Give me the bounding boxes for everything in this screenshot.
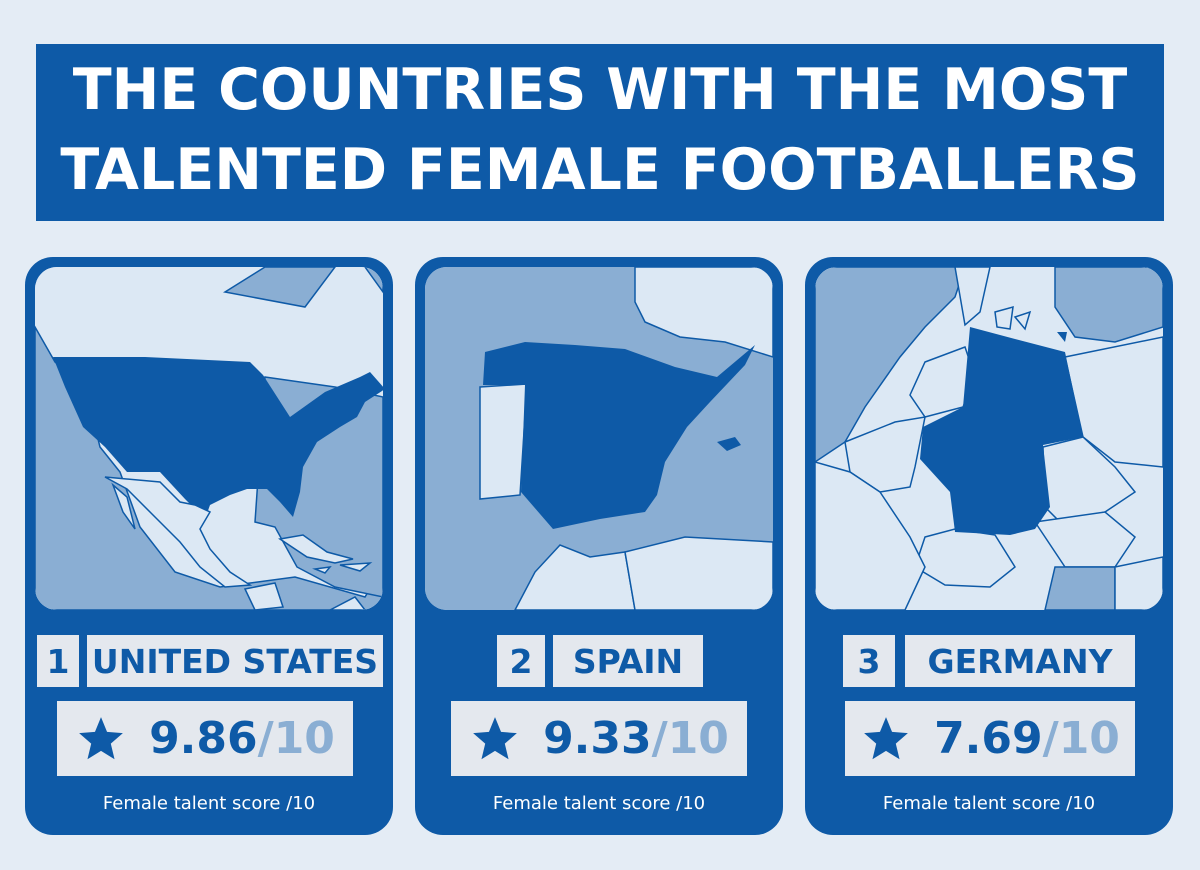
page-title-line-2: TALENTED FEMALE FOOTBALLERS xyxy=(60,137,1140,203)
usa-map-graphic xyxy=(35,267,383,610)
page-title-line-1: THE COUNTRIES WITH THE MOST xyxy=(72,57,1128,123)
spain-map xyxy=(425,267,773,610)
score-value: 9.33 xyxy=(543,713,652,764)
score-caption: Female talent score /10 xyxy=(492,793,706,814)
score-panel: 9.86/10 xyxy=(57,701,353,776)
star-icon xyxy=(473,716,517,759)
score-caption: Female talent score /10 xyxy=(882,793,1096,814)
country-name: GERMANY xyxy=(905,635,1135,687)
score-value: 7.69 xyxy=(934,713,1043,764)
country-name: SPAIN xyxy=(553,635,703,687)
score-max: /10 xyxy=(651,713,729,764)
germany-map xyxy=(815,267,1163,610)
country-card-united-states: 1 UNITED STATES 9.86/10 Female talent sc… xyxy=(25,257,393,835)
score-max: /10 xyxy=(1042,713,1120,764)
spain-map-graphic xyxy=(425,267,773,610)
country-card-germany: 3 GERMANY 7.69/10 Female talent score /1… xyxy=(805,257,1173,835)
country-name: UNITED STATES xyxy=(87,635,383,687)
score-panel: 9.33/10 xyxy=(451,701,747,776)
star-icon xyxy=(79,716,123,759)
germany-map-graphic xyxy=(815,267,1163,610)
score-caption: Female talent score /10 xyxy=(102,793,316,814)
usa-map xyxy=(35,267,383,610)
score-value: 9.86 xyxy=(149,713,258,764)
country-card-spain: 2 SPAIN 9.33/10 Female talent score /10 xyxy=(415,257,783,835)
rank-badge: 2 xyxy=(497,635,545,687)
title-banner xyxy=(36,44,1164,221)
score-panel: 7.69/10 xyxy=(845,701,1135,776)
rank-badge: 1 xyxy=(37,635,79,687)
rank-badge: 3 xyxy=(843,635,895,687)
star-icon xyxy=(864,716,908,759)
score-max: /10 xyxy=(257,713,335,764)
